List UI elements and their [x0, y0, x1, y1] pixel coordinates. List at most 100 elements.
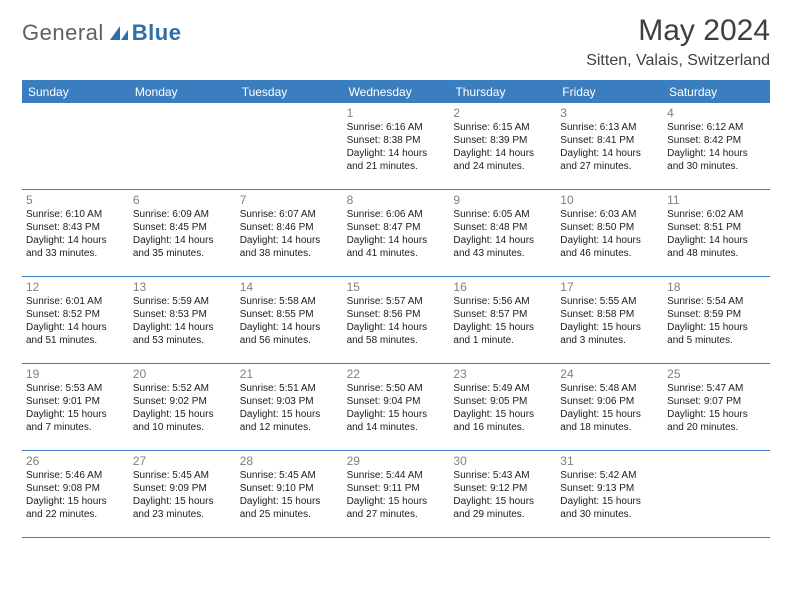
day-cell — [22, 103, 129, 189]
sunrise-line: Sunrise: 5:47 AM — [667, 382, 766, 395]
day-cell: 16Sunrise: 5:56 AMSunset: 8:57 PMDayligh… — [449, 277, 556, 363]
day-cell: 5Sunrise: 6:10 AMSunset: 8:43 PMDaylight… — [22, 190, 129, 276]
day-number: 21 — [240, 367, 339, 381]
day-number: 15 — [347, 280, 446, 294]
sunset-line: Sunset: 8:59 PM — [667, 308, 766, 321]
day-number: 31 — [560, 454, 659, 468]
sunrise-line: Sunrise: 6:05 AM — [453, 208, 552, 221]
sunrise-line: Sunrise: 6:16 AM — [347, 121, 446, 134]
sunset-line: Sunset: 8:42 PM — [667, 134, 766, 147]
day-number: 28 — [240, 454, 339, 468]
sunset-line: Sunset: 8:38 PM — [347, 134, 446, 147]
sunrise-line: Sunrise: 5:51 AM — [240, 382, 339, 395]
sunrise-line: Sunrise: 6:07 AM — [240, 208, 339, 221]
daylight-line: Daylight: 14 hours and 30 minutes. — [667, 147, 766, 173]
daylight-line: Daylight: 14 hours and 46 minutes. — [560, 234, 659, 260]
day-number: 23 — [453, 367, 552, 381]
day-number: 9 — [453, 193, 552, 207]
sunset-line: Sunset: 8:41 PM — [560, 134, 659, 147]
sunset-line: Sunset: 8:50 PM — [560, 221, 659, 234]
sunset-line: Sunset: 9:10 PM — [240, 482, 339, 495]
day-cell: 24Sunrise: 5:48 AMSunset: 9:06 PMDayligh… — [556, 364, 663, 450]
sunrise-line: Sunrise: 6:01 AM — [26, 295, 125, 308]
day-number: 17 — [560, 280, 659, 294]
dow-cell: Wednesday — [343, 81, 450, 103]
day-number: 2 — [453, 106, 552, 120]
dow-cell: Tuesday — [236, 81, 343, 103]
daylight-line: Daylight: 14 hours and 43 minutes. — [453, 234, 552, 260]
daylight-line: Daylight: 15 hours and 30 minutes. — [560, 495, 659, 521]
day-cell: 20Sunrise: 5:52 AMSunset: 9:02 PMDayligh… — [129, 364, 236, 450]
daylight-line: Daylight: 14 hours and 24 minutes. — [453, 147, 552, 173]
day-cell: 6Sunrise: 6:09 AMSunset: 8:45 PMDaylight… — [129, 190, 236, 276]
day-cell: 9Sunrise: 6:05 AMSunset: 8:48 PMDaylight… — [449, 190, 556, 276]
day-cell: 30Sunrise: 5:43 AMSunset: 9:12 PMDayligh… — [449, 451, 556, 537]
day-number: 6 — [133, 193, 232, 207]
day-cell — [129, 103, 236, 189]
sunset-line: Sunset: 8:58 PM — [560, 308, 659, 321]
daylight-line: Daylight: 14 hours and 21 minutes. — [347, 147, 446, 173]
sunset-line: Sunset: 8:53 PM — [133, 308, 232, 321]
day-number: 25 — [667, 367, 766, 381]
sunset-line: Sunset: 9:07 PM — [667, 395, 766, 408]
sunset-line: Sunset: 8:56 PM — [347, 308, 446, 321]
daylight-line: Daylight: 14 hours and 51 minutes. — [26, 321, 125, 347]
day-number: 3 — [560, 106, 659, 120]
sunrise-line: Sunrise: 6:13 AM — [560, 121, 659, 134]
day-cell: 22Sunrise: 5:50 AMSunset: 9:04 PMDayligh… — [343, 364, 450, 450]
sunset-line: Sunset: 9:05 PM — [453, 395, 552, 408]
sunset-line: Sunset: 9:04 PM — [347, 395, 446, 408]
sunset-line: Sunset: 9:12 PM — [453, 482, 552, 495]
day-number: 27 — [133, 454, 232, 468]
day-cell: 14Sunrise: 5:58 AMSunset: 8:55 PMDayligh… — [236, 277, 343, 363]
dow-cell: Monday — [129, 81, 236, 103]
calendar: SundayMondayTuesdayWednesdayThursdayFrid… — [22, 80, 770, 538]
day-cell: 8Sunrise: 6:06 AMSunset: 8:47 PMDaylight… — [343, 190, 450, 276]
daylight-line: Daylight: 15 hours and 7 minutes. — [26, 408, 125, 434]
daylight-line: Daylight: 15 hours and 12 minutes. — [240, 408, 339, 434]
day-number: 20 — [133, 367, 232, 381]
sunset-line: Sunset: 8:52 PM — [26, 308, 125, 321]
day-cell: 4Sunrise: 6:12 AMSunset: 8:42 PMDaylight… — [663, 103, 770, 189]
day-cell: 25Sunrise: 5:47 AMSunset: 9:07 PMDayligh… — [663, 364, 770, 450]
sunset-line: Sunset: 9:13 PM — [560, 482, 659, 495]
sunrise-line: Sunrise: 5:50 AM — [347, 382, 446, 395]
week-row: 19Sunrise: 5:53 AMSunset: 9:01 PMDayligh… — [22, 364, 770, 451]
sunset-line: Sunset: 8:43 PM — [26, 221, 125, 234]
day-cell: 11Sunrise: 6:02 AMSunset: 8:51 PMDayligh… — [663, 190, 770, 276]
day-cell — [236, 103, 343, 189]
sunset-line: Sunset: 9:11 PM — [347, 482, 446, 495]
day-cell: 1Sunrise: 6:16 AMSunset: 8:38 PMDaylight… — [343, 103, 450, 189]
week-row: 1Sunrise: 6:16 AMSunset: 8:38 PMDaylight… — [22, 103, 770, 190]
day-cell: 31Sunrise: 5:42 AMSunset: 9:13 PMDayligh… — [556, 451, 663, 537]
week-row: 26Sunrise: 5:46 AMSunset: 9:08 PMDayligh… — [22, 451, 770, 538]
day-cell: 2Sunrise: 6:15 AMSunset: 8:39 PMDaylight… — [449, 103, 556, 189]
day-cell: 13Sunrise: 5:59 AMSunset: 8:53 PMDayligh… — [129, 277, 236, 363]
day-cell: 17Sunrise: 5:55 AMSunset: 8:58 PMDayligh… — [556, 277, 663, 363]
day-cell — [663, 451, 770, 537]
sunrise-line: Sunrise: 6:06 AM — [347, 208, 446, 221]
daylight-line: Daylight: 14 hours and 38 minutes. — [240, 234, 339, 260]
day-cell: 7Sunrise: 6:07 AMSunset: 8:46 PMDaylight… — [236, 190, 343, 276]
day-cell: 18Sunrise: 5:54 AMSunset: 8:59 PMDayligh… — [663, 277, 770, 363]
daylight-line: Daylight: 14 hours and 48 minutes. — [667, 234, 766, 260]
day-cell: 15Sunrise: 5:57 AMSunset: 8:56 PMDayligh… — [343, 277, 450, 363]
sunrise-line: Sunrise: 5:46 AM — [26, 469, 125, 482]
daylight-line: Daylight: 14 hours and 35 minutes. — [133, 234, 232, 260]
sunrise-line: Sunrise: 5:54 AM — [667, 295, 766, 308]
sunrise-line: Sunrise: 5:58 AM — [240, 295, 339, 308]
sunrise-line: Sunrise: 5:49 AM — [453, 382, 552, 395]
sunrise-line: Sunrise: 5:55 AM — [560, 295, 659, 308]
day-cell: 28Sunrise: 5:45 AMSunset: 9:10 PMDayligh… — [236, 451, 343, 537]
day-number: 22 — [347, 367, 446, 381]
sunrise-line: Sunrise: 5:44 AM — [347, 469, 446, 482]
sunrise-line: Sunrise: 6:15 AM — [453, 121, 552, 134]
sunrise-line: Sunrise: 6:03 AM — [560, 208, 659, 221]
daylight-line: Daylight: 15 hours and 23 minutes. — [133, 495, 232, 521]
daylight-line: Daylight: 14 hours and 58 minutes. — [347, 321, 446, 347]
logo-text-blue: Blue — [132, 20, 182, 46]
sunrise-line: Sunrise: 6:09 AM — [133, 208, 232, 221]
day-number: 14 — [240, 280, 339, 294]
daylight-line: Daylight: 15 hours and 14 minutes. — [347, 408, 446, 434]
sunset-line: Sunset: 8:51 PM — [667, 221, 766, 234]
